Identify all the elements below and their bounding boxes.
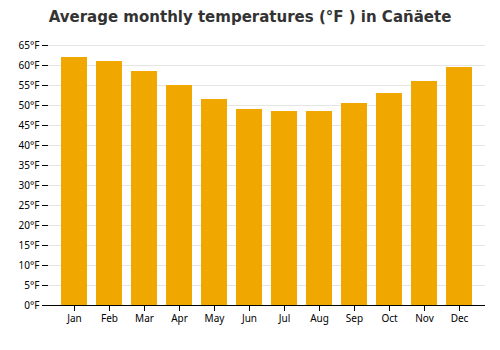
- svg-text:0°F: 0°F: [24, 298, 39, 312]
- svg-text:Jun: Jun: [241, 311, 257, 325]
- svg-text:Oct: Oct: [381, 311, 398, 325]
- svg-text:5°F: 5°F: [24, 278, 39, 292]
- svg-text:Mar: Mar: [135, 311, 154, 325]
- svg-text:Aug: Aug: [310, 311, 329, 325]
- svg-text:35°F: 35°F: [19, 158, 40, 172]
- svg-text:Apr: Apr: [171, 311, 188, 325]
- svg-text:65°F: 65°F: [19, 38, 40, 52]
- svg-text:Nov: Nov: [415, 311, 434, 325]
- svg-text:Sep: Sep: [346, 311, 363, 325]
- svg-text:Dec: Dec: [451, 311, 469, 325]
- svg-text:30°F: 30°F: [19, 178, 40, 192]
- svg-text:20°F: 20°F: [19, 218, 40, 232]
- svg-text:Jul: Jul: [278, 311, 291, 325]
- svg-text:May: May: [205, 311, 226, 325]
- svg-text:10°F: 10°F: [19, 258, 40, 272]
- svg-text:40°F: 40°F: [19, 138, 40, 152]
- svg-text:Feb: Feb: [101, 311, 118, 325]
- svg-text:15°F: 15°F: [19, 238, 40, 252]
- svg-text:Jan: Jan: [66, 311, 82, 325]
- svg-text:25°F: 25°F: [19, 198, 40, 212]
- svg-text:50°F: 50°F: [19, 98, 40, 112]
- svg-text:55°F: 55°F: [19, 78, 40, 92]
- svg-text:60°F: 60°F: [19, 58, 40, 72]
- html-text:Average monthly temperatures (: Average monthly temperatures (°F ) in Ca…: [48, 8, 452, 26]
- svg-text:45°F: 45°F: [19, 118, 40, 132]
